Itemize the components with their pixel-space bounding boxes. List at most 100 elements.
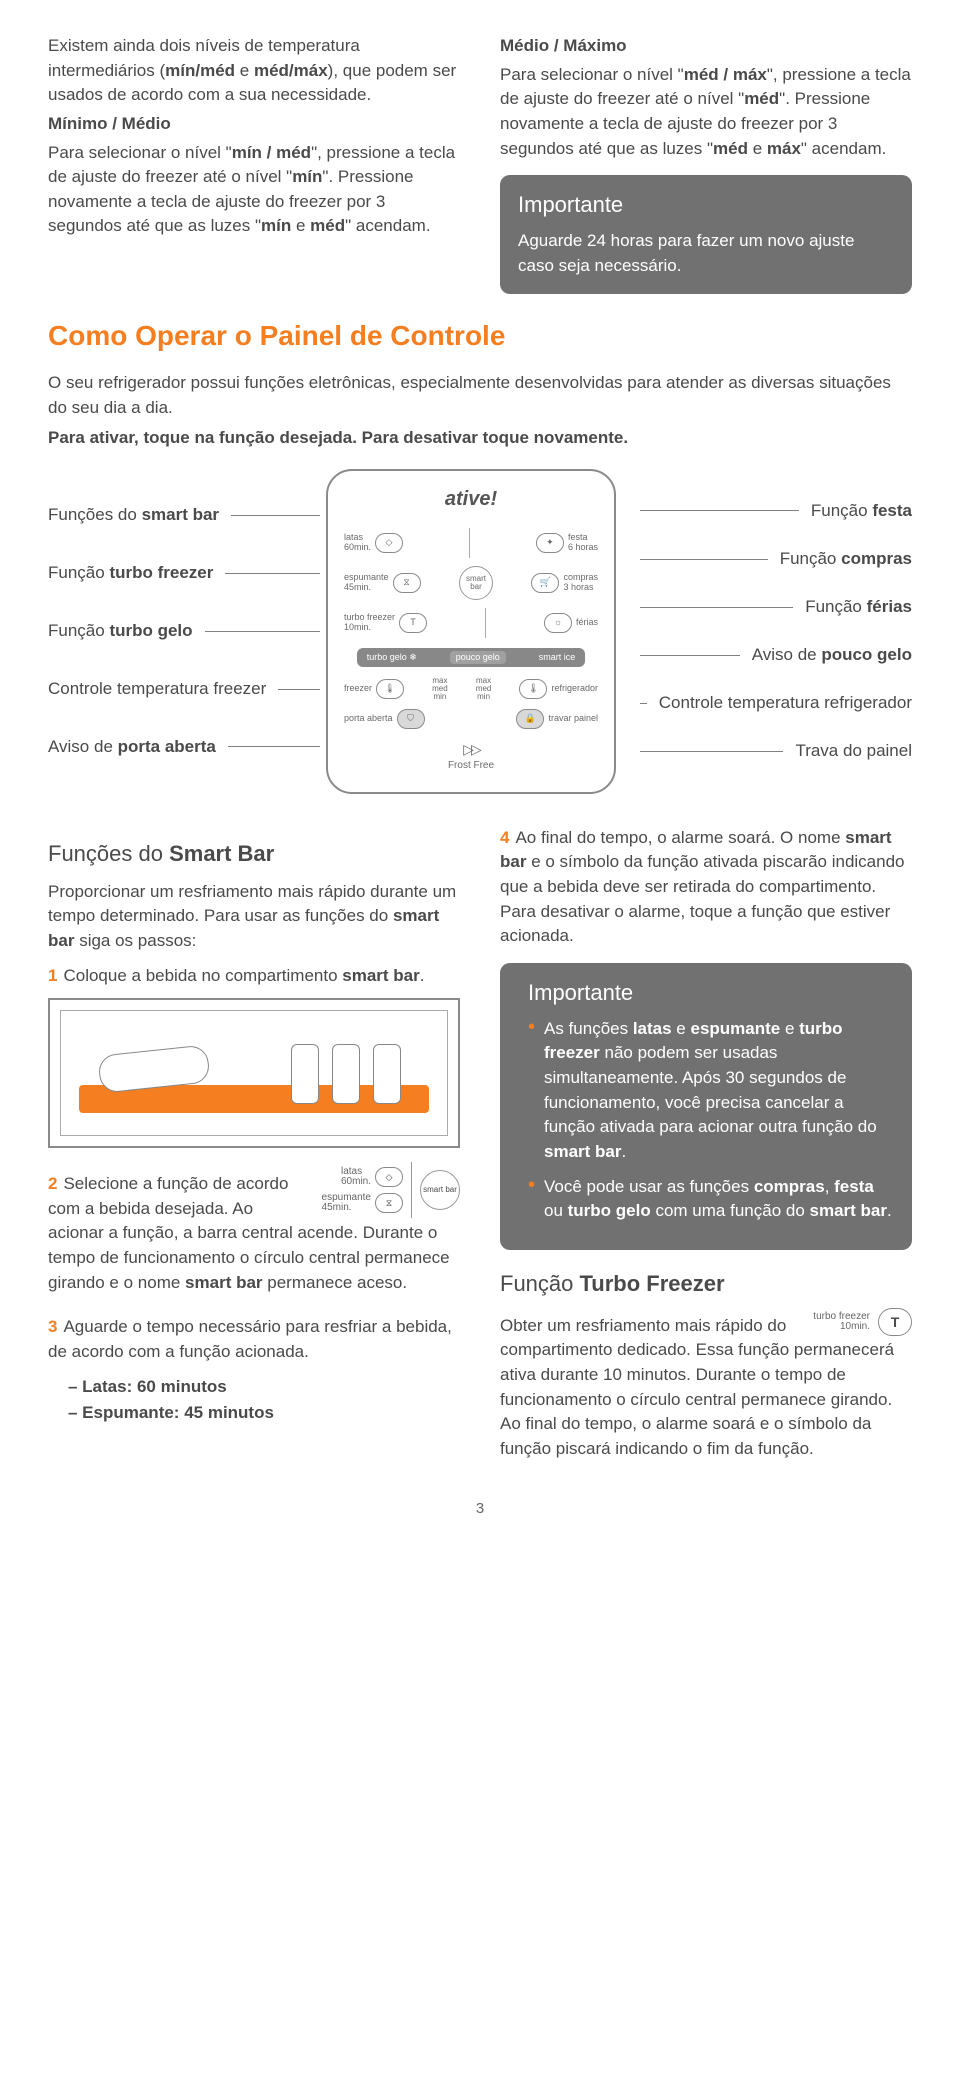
turbo-body-wrap: turbo freezer10min. T Obter um resfriame… — [500, 1308, 912, 1468]
smartbar-center-icon: smart bar — [459, 566, 493, 600]
panel-label-row: Funções do smart bar — [48, 503, 326, 528]
t: 60min. — [344, 542, 371, 552]
t: Ao final do tempo, o alarme soará. O nom… — [515, 828, 845, 847]
t: festa — [568, 532, 588, 542]
intro-paragraph: Existem ainda dois níveis de temperatura… — [48, 34, 460, 108]
t: méd — [744, 89, 779, 108]
leader-line — [225, 573, 320, 574]
t: siga os passos: — [74, 931, 196, 950]
callout2-li1: As funções latas e espumante e turbo fre… — [528, 1017, 894, 1165]
section1-p1: O seu refrigerador possui funções eletrô… — [48, 371, 912, 420]
latas-icon: ◇ — [375, 533, 403, 553]
callout2-li2: Você pode usar as funções compras, festa… — [528, 1175, 894, 1224]
callout-title: Importante — [518, 189, 894, 221]
t: smart bar — [342, 966, 419, 985]
turbofreezer-icon: T — [399, 613, 427, 633]
panel-label-row: Função festa — [634, 499, 912, 524]
panel-label-row: Aviso de pouco gelo — [634, 643, 912, 668]
t: . — [420, 966, 425, 985]
mini-latas-icon: ◇ — [375, 1167, 403, 1187]
t: e — [291, 216, 310, 235]
panel-label: Funções do smart bar — [48, 503, 219, 528]
t: espumante — [690, 1019, 780, 1038]
t: pouco gelo — [450, 651, 506, 664]
t: mín / méd — [232, 143, 311, 162]
festa-icon: ✦ — [536, 533, 564, 553]
t: smart ice — [539, 651, 576, 664]
cp-row-3: turbo freezer10min.T ☼férias — [344, 608, 598, 638]
leader-line — [205, 631, 320, 632]
t: e o símbolo da função ativada piscarão i… — [500, 852, 905, 945]
t: travar painel — [548, 714, 598, 724]
cp-row-bottom: porta aberta ⛉ 🔒 travar painel — [344, 709, 598, 729]
panel-label: Função férias — [805, 595, 912, 620]
t: freezer — [344, 684, 372, 694]
t: porta aberta — [344, 714, 393, 724]
t: min — [433, 692, 446, 701]
t: máx — [767, 139, 801, 158]
leader-line — [278, 689, 320, 690]
top-columns: Existem ainda dois níveis de temperatura… — [48, 30, 912, 294]
t: Coloque a bebida no compartimento — [63, 966, 342, 985]
panel-label: Controle temperatura freezer — [48, 677, 266, 702]
t: mín/méd — [165, 61, 235, 80]
t: méd/máx — [254, 61, 328, 80]
leader-line — [640, 655, 740, 656]
turbo-t-icon: T — [878, 1308, 912, 1336]
control-panel: ative! latas60min.◇ ✦festa6 horas espuma… — [326, 469, 616, 794]
panel-label-row: Trava do painel — [634, 739, 912, 764]
min-body: Para selecionar o nível "mín / méd", pre… — [48, 141, 460, 240]
t: refrigerador — [551, 684, 598, 694]
t: com uma função do — [651, 1201, 810, 1220]
t: 3 horas — [563, 582, 593, 592]
freezer-temp-icon: 🌡 — [376, 679, 404, 699]
t: Para selecionar o nível " — [48, 143, 232, 162]
t: Função — [500, 1271, 580, 1296]
t: méd / máx — [684, 65, 767, 84]
t: smart bar — [185, 1273, 262, 1292]
t: turbo freezer — [344, 612, 395, 622]
t: 45min. — [344, 582, 371, 592]
t: espumante — [344, 572, 389, 582]
frost-free-label: ▷▷ Frost Free — [448, 739, 494, 774]
turbo-title: Função Turbo Freezer — [500, 1268, 912, 1300]
t: turbo gelo — [568, 1201, 651, 1220]
t: 10min. — [840, 1321, 870, 1332]
t: smart bar — [544, 1142, 621, 1161]
t: festa — [834, 1177, 874, 1196]
time-latas: – Latas: 60 minutos — [48, 1375, 460, 1400]
page-number: 3 — [48, 1498, 912, 1520]
panel-label: Trava do painel — [795, 739, 912, 764]
t: ou — [544, 1201, 568, 1220]
panel-label-row: Função férias — [634, 595, 912, 620]
t: turbo gelo — [367, 652, 407, 662]
panel-label: Função turbo gelo — [48, 619, 193, 644]
panel-label-row: Função turbo freezer — [48, 561, 326, 586]
brand-logo: ative! — [445, 485, 497, 514]
t: e — [780, 1019, 799, 1038]
step2-mini-icons: latas60min.◇ espumante45min.⧖ smart bar — [322, 1162, 460, 1218]
leader-line — [640, 703, 647, 704]
t: e — [235, 61, 254, 80]
cp-row-temp: freezer🌡 maxmedmin maxmedmin 🌡refrigerad… — [344, 677, 598, 701]
porta-icon: ⛉ — [397, 709, 425, 729]
lock-icon: 🔒 — [516, 709, 544, 729]
t: 60min. — [341, 1176, 371, 1187]
refrig-temp-icon: 🌡 — [519, 679, 547, 699]
panel-label-row: Função compras — [634, 547, 912, 572]
ferias-icon: ☼ — [544, 613, 572, 633]
turbo-body: Obter um resfriamento mais rápido do com… — [500, 1314, 912, 1462]
step-3: 3Aguarde o tempo necessário para resfria… — [48, 1315, 460, 1364]
panel-label-row: Controle temperatura refrigerador — [634, 691, 912, 716]
t: . — [621, 1142, 626, 1161]
panel-label: Função compras — [780, 547, 912, 572]
step-2-wrap: latas60min.◇ espumante45min.⧖ smart bar … — [48, 1162, 460, 1305]
leader-line — [228, 746, 320, 747]
t: " acendam. — [345, 216, 430, 235]
panel-label: Aviso de pouco gelo — [752, 643, 912, 668]
t: férias — [576, 618, 598, 628]
t: Smart Bar — [169, 841, 274, 866]
t: permanece aceso. — [263, 1273, 408, 1292]
panel-label-row: Aviso de porta aberta — [48, 735, 326, 760]
t: e — [748, 139, 767, 158]
